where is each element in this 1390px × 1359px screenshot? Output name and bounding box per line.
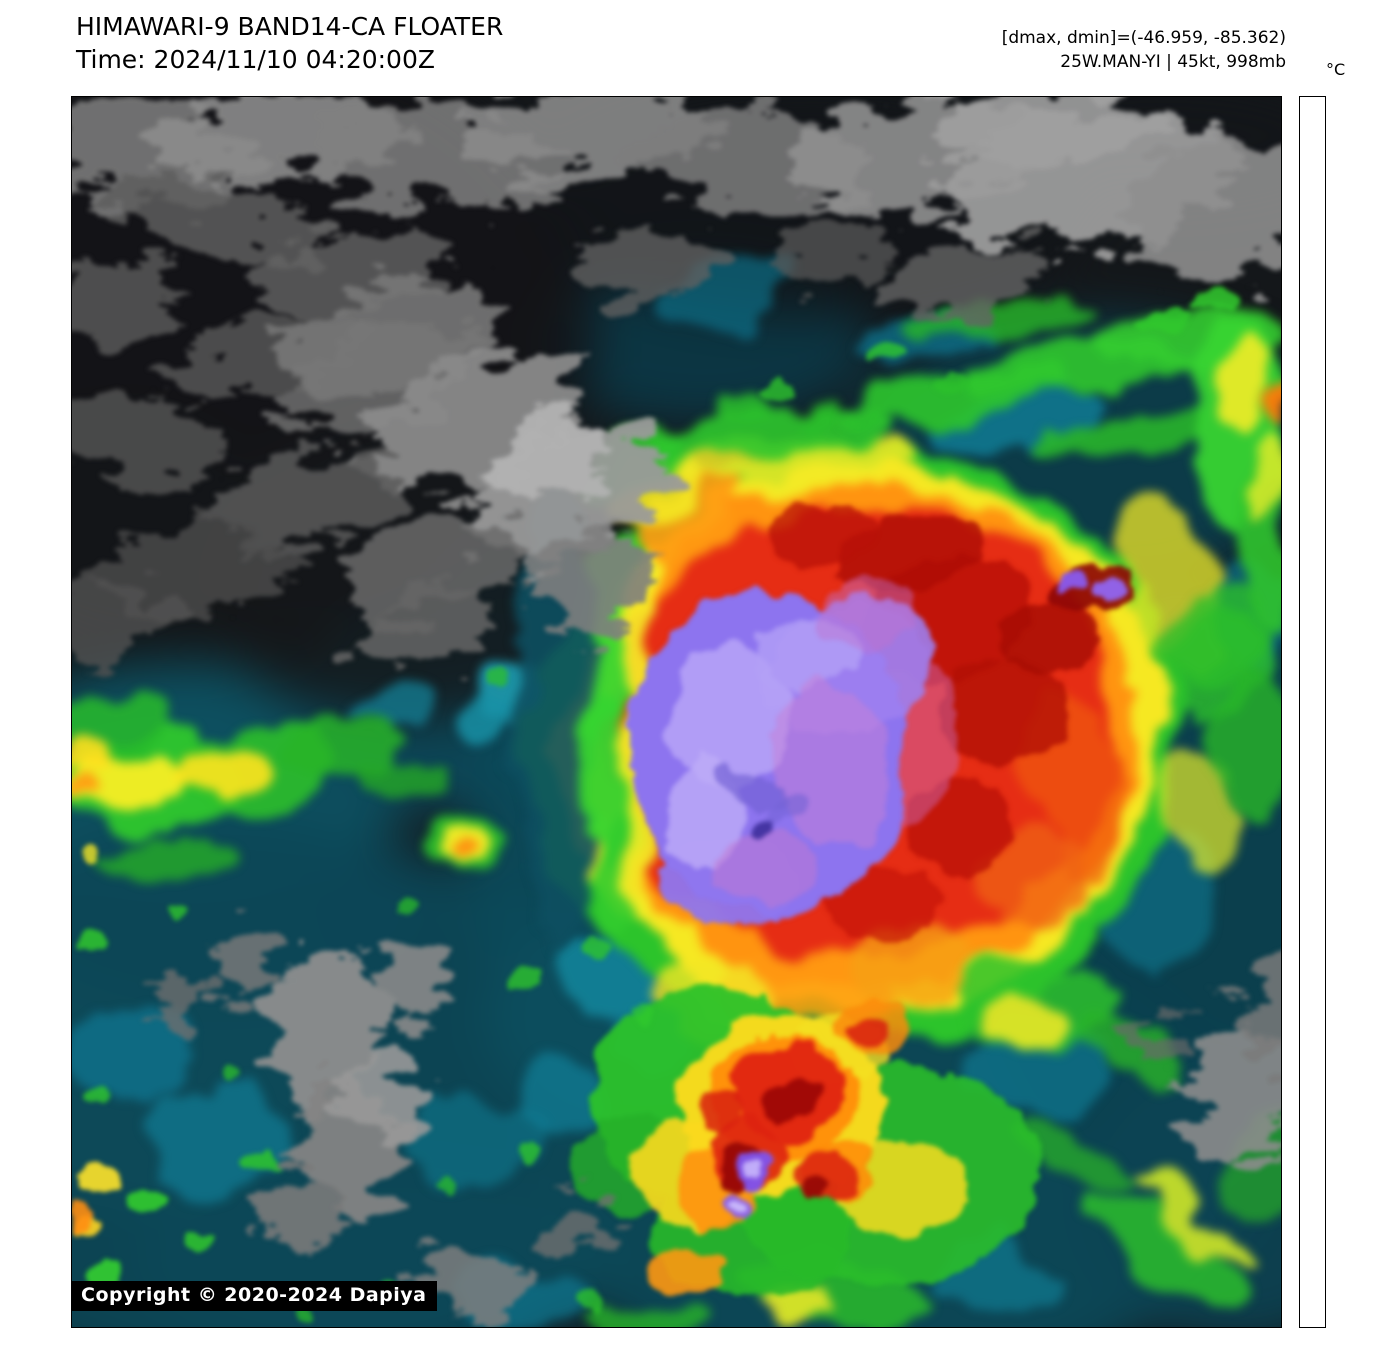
- storm-info-readout: 25W.MAN-YI | 45kt, 998mb: [1060, 52, 1286, 72]
- layer-west-rainband: [72, 692, 501, 885]
- image-time: Time: 2024/11/10 04:20:00Z: [76, 45, 435, 74]
- layer-south-convection: [570, 988, 1043, 1298]
- layer-gray-clouds: [72, 97, 1281, 1316]
- image-title: HIMAWARI-9 BAND14-CA FLOATER: [76, 12, 504, 41]
- colorbar-unit-label: °C: [1326, 60, 1346, 79]
- satellite-map: Copyright © 2020-2024 Dapiya: [71, 96, 1282, 1328]
- colorbar: [1299, 96, 1326, 1328]
- title-block: HIMAWARI-9 BAND14-CA FLOATER Time: 2024/…: [76, 10, 503, 76]
- copyright-label: Copyright © 2020-2024 Dapiya: [72, 1281, 438, 1311]
- satellite-ir-image: [72, 97, 1281, 1327]
- layer-storm-inner-core: [630, 504, 1132, 941]
- layer-northeast-outflow-streaks: [849, 302, 1281, 808]
- annotation-block: [dmax, dmin]=(-46.959, -85.362) 25W.MAN-…: [1002, 26, 1286, 74]
- dmax-dmin-readout: [dmax, dmin]=(-46.959, -85.362): [1001, 28, 1286, 48]
